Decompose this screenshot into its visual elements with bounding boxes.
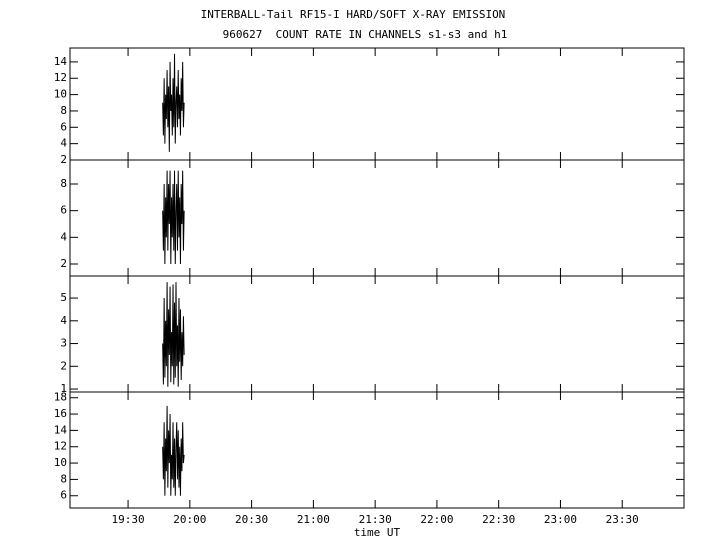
y-tick-label: 4 (60, 137, 67, 150)
y-tick-label: 10 (54, 88, 67, 101)
x-tick-label: 23:00 (544, 513, 577, 526)
y-tick-label: 6 (60, 120, 67, 133)
y-tick-label: 2 (60, 359, 67, 372)
y-tick-label: 2 (60, 153, 67, 166)
y-tick-label: 18 (54, 391, 67, 404)
chart-title: INTERBALL-Tail RF15-I HARD/SOFT X-RAY EM… (201, 8, 506, 21)
y-tick-label: 2 (60, 257, 67, 270)
y-tick-label: 8 (60, 177, 67, 190)
y-tick-label: 14 (54, 423, 68, 436)
x-tick-label: 21:30 (359, 513, 392, 526)
y-tick-label: 5 (60, 291, 67, 304)
data-line (162, 405, 185, 496)
y-tick-label: 16 (54, 407, 67, 420)
x-tick-label: 20:00 (173, 513, 206, 526)
x-tick-label: 21:00 (297, 513, 330, 526)
y-tick-label: 6 (60, 489, 67, 502)
data-line (162, 170, 185, 265)
y-tick-label: 3 (60, 337, 67, 350)
y-tick-label: 10 (54, 456, 67, 469)
y-tick-label: 1 (60, 382, 67, 395)
panel-frame (69, 391, 685, 509)
x-tick-label: 23:30 (606, 513, 639, 526)
x-tick-label: 22:30 (482, 513, 515, 526)
y-tick-label: 6 (60, 204, 67, 217)
x-tick-label: 22:00 (420, 513, 453, 526)
y-tick-label: 4 (60, 314, 67, 327)
y-tick-label: 12 (54, 440, 67, 453)
x-axis-label: time UT (354, 526, 401, 539)
y-tick-label: 14 (54, 55, 68, 68)
data-line (162, 53, 185, 152)
x-tick-label: 20:30 (235, 513, 268, 526)
y-tick-label: 4 (60, 230, 67, 243)
x-tick-label: 19:30 (112, 513, 145, 526)
y-tick-label: 8 (60, 472, 67, 485)
y-tick-label: 12 (54, 71, 67, 84)
data-line (162, 282, 185, 387)
y-tick-label: 8 (60, 104, 67, 117)
chart-subtitle: 960627 COUNT RATE IN CHANNELS s1-s3 and … (223, 28, 508, 41)
